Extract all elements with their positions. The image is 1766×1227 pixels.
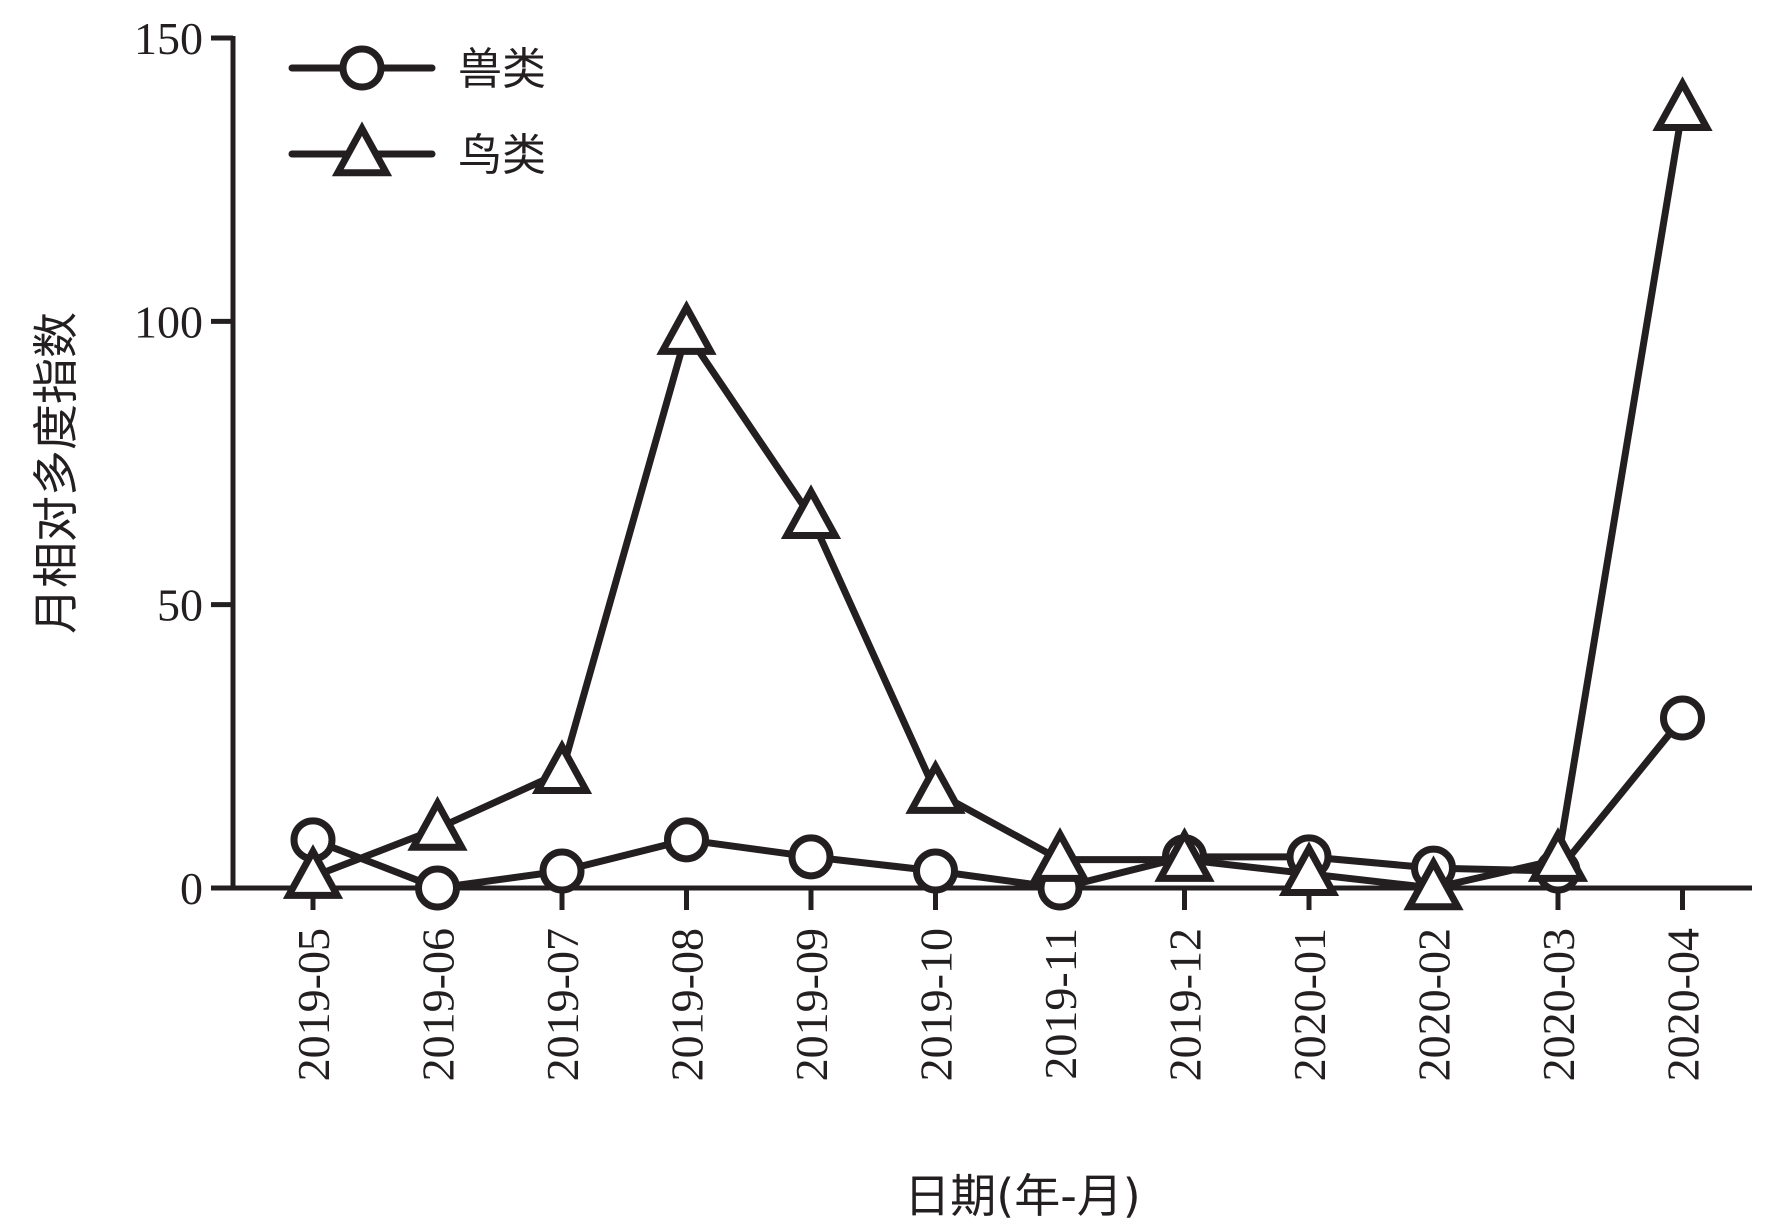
y-axis-title: 月相对多度指数	[29, 312, 83, 634]
series-1	[282, 76, 1713, 911]
triangle-marker	[905, 759, 966, 814]
legend-label: 鸟类	[458, 130, 546, 181]
triangle-marker	[1278, 841, 1340, 897]
x-axis-title: 日期(年-月)	[904, 1169, 1141, 1223]
triangle-marker	[407, 795, 468, 851]
series-line	[309, 105, 1686, 892]
x-tick-label: 2020-01	[1284, 928, 1335, 1081]
axes: 0 50 100 150 2019-05 2019-06 2019-07 2019-08 201…	[134, 13, 1752, 1081]
y-tick-label: 100	[134, 296, 203, 347]
x-tick-label: 2019-12	[1160, 928, 1211, 1081]
x-tick-label: 2019-08	[662, 928, 713, 1081]
x-tick-label: 2019-07	[537, 928, 588, 1081]
triangle-marker	[1527, 827, 1589, 882]
circle-marker	[415, 865, 460, 911]
series-line	[309, 714, 1686, 892]
legend-item: 鸟类	[288, 121, 546, 181]
circle-marker	[788, 834, 834, 880]
legend-item: 兽类	[288, 44, 546, 95]
circle-marker	[539, 848, 585, 894]
circle-marker	[1660, 695, 1705, 741]
triangle-marker	[1029, 827, 1091, 882]
x-tick-label: 2019-05	[288, 928, 339, 1081]
x-tick-label: 2019-09	[786, 928, 837, 1081]
circle-marker	[664, 817, 709, 863]
legend-circle-marker	[339, 45, 385, 91]
y-tick-label: 0	[180, 863, 203, 914]
x-tick-label: 2019-06	[413, 928, 464, 1081]
legend-triangle-marker	[331, 121, 393, 177]
triangle-marker	[282, 844, 344, 899]
triangle-marker	[656, 300, 717, 355]
triangle-marker	[1154, 827, 1215, 882]
legend-label: 兽类	[458, 44, 546, 95]
x-tick-label: 2020-04	[1658, 928, 1709, 1081]
y-tick-label: 150	[134, 13, 203, 64]
triangle-marker	[1652, 76, 1713, 132]
circle-marker	[913, 848, 958, 894]
y-tick-label: 50	[157, 580, 203, 631]
triangle-marker	[531, 739, 593, 795]
x-tick-label: 2019-10	[911, 928, 962, 1081]
triangle-marker	[1403, 855, 1464, 911]
triangle-marker	[780, 484, 842, 540]
x-tick-label: 2020-03	[1533, 928, 1584, 1081]
x-tick-label: 2020-02	[1409, 928, 1460, 1081]
series-layer	[282, 76, 1713, 911]
x-tick-label: 2019-11	[1035, 928, 1086, 1080]
